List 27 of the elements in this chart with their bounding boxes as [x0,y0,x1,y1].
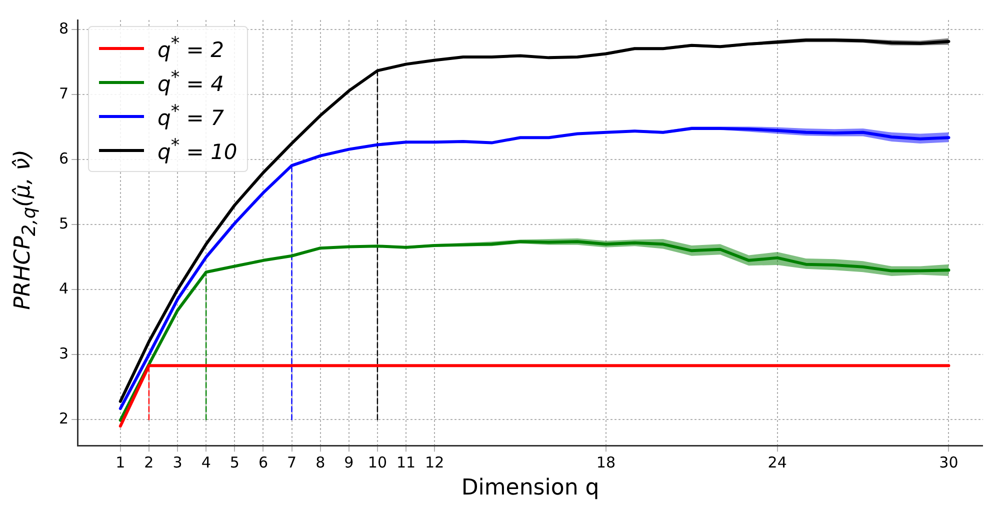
x-tick-label: 24 [768,453,787,472]
x-axis-title: Dimension q [461,476,600,501]
legend-label: q$^{*}$ = 2 [158,34,224,62]
y-tick-label: 4 [58,280,69,298]
legend-label: q$^{*}$ = 7 [158,102,224,130]
legend-label: q$^{*}$ = 10 [158,136,238,164]
y-tick-label: 2 [58,410,69,428]
x-tick-label: 3 [172,453,182,472]
x-tick-label: 7 [286,453,297,472]
x-tick-label: 8 [316,453,326,472]
x-tick-label: 1 [116,453,126,472]
x-tick-label: 18 [596,453,616,472]
legend-label: q$^{*}$ = 4 [158,68,224,96]
x-tick-label: 2 [144,453,154,472]
y-tick-label: 7 [58,84,69,103]
x-tick-label: 4 [201,453,211,472]
y-tick-label: 3 [58,344,69,363]
x-tick-label: 12 [425,453,444,472]
x-tick-label: 10 [368,453,388,472]
x-tick-label: 30 [939,453,958,472]
x-tick-label: 6 [258,453,268,472]
x-tick-label: 5 [230,453,240,472]
x-tick-label: 9 [344,453,354,472]
x-tick-label: 11 [396,453,416,472]
y-tick-label: 8 [58,20,69,38]
y-tick-label: 5 [58,214,69,233]
y-tick-label: 6 [58,150,69,168]
